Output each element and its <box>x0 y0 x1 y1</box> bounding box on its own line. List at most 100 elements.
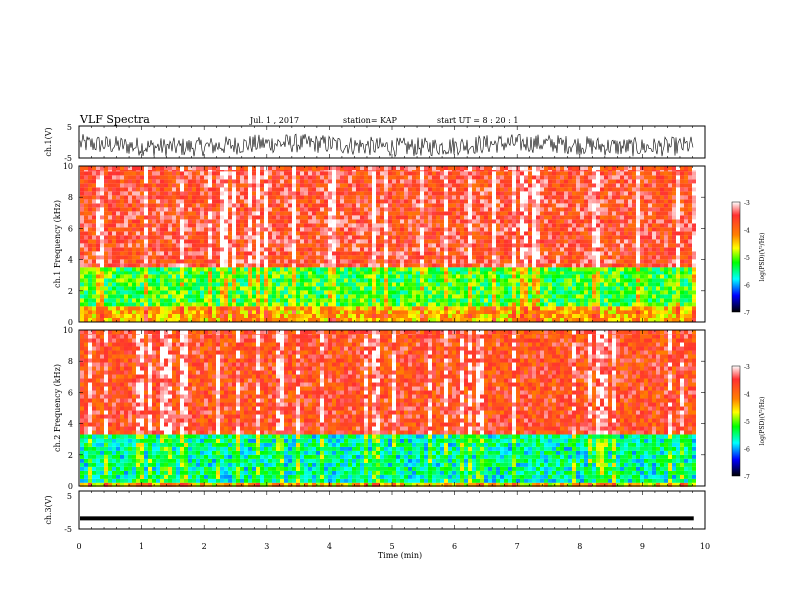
spectrogram-cell <box>560 274 564 279</box>
spectrogram-cell <box>284 278 288 283</box>
spectrogram-cell <box>108 223 112 228</box>
spectrogram-cell <box>552 183 556 188</box>
spectrogram-cell <box>384 179 388 184</box>
spectrogram-cell <box>184 203 188 208</box>
spectrogram-cell <box>396 278 400 283</box>
spectrogram-cell <box>208 199 212 204</box>
spectrogram-cell <box>92 247 96 252</box>
spectrogram-cell <box>180 263 184 268</box>
spectrogram-cell <box>236 318 240 322</box>
spectrogram-cell <box>208 211 212 216</box>
spectrogram-cell <box>244 239 248 244</box>
spectrogram-cell <box>292 278 296 283</box>
spectrogram-cell <box>168 199 172 204</box>
spectrogram-cell <box>436 183 440 188</box>
spectrogram-cell <box>400 259 404 264</box>
spectrogram-cell <box>336 310 340 314</box>
spectrogram-cell <box>112 179 116 184</box>
spectrogram-cell <box>180 166 184 170</box>
spectrogram-cell <box>480 243 484 248</box>
spectrogram-cell <box>240 179 244 184</box>
spectrogram-cell <box>548 227 552 232</box>
spectrogram-cell <box>460 179 464 184</box>
spectrogram-cell <box>368 251 372 256</box>
spectrogram-cell <box>468 278 472 283</box>
spectrogram-cell <box>100 227 104 232</box>
spectrogram-cell <box>308 302 312 307</box>
spectrogram-cell <box>160 243 164 248</box>
spectrogram-cell <box>436 187 440 192</box>
spectrogram-cell <box>236 306 240 311</box>
spectrogram-cell <box>380 302 384 307</box>
spectrogram-cell <box>280 259 284 264</box>
spectrogram-cell <box>188 286 192 291</box>
spectrogram-cell <box>360 263 364 268</box>
spectrogram-cell <box>460 223 464 228</box>
spectrogram-cell <box>80 215 84 220</box>
spectrogram-cell <box>280 267 284 272</box>
spectrogram-cell <box>108 298 112 303</box>
spectrogram-cell <box>420 243 424 248</box>
spectrogram-cell <box>228 179 232 184</box>
spectrogram-cell <box>376 227 380 232</box>
spectrogram-cell <box>180 282 184 287</box>
spectrogram-cell <box>404 306 408 311</box>
spectrogram-cell <box>228 239 232 244</box>
spectrogram-cell <box>352 290 356 295</box>
spectrogram-cell <box>192 223 196 228</box>
spectrogram-cell <box>264 219 268 224</box>
spectrogram-cell <box>448 207 452 212</box>
spectrogram-cell <box>108 278 112 283</box>
spectrogram-cell <box>444 278 448 283</box>
spectrogram-cell <box>188 247 192 252</box>
spectrogram-cell <box>272 235 276 240</box>
spectrogram-cell <box>480 175 484 180</box>
spectrogram-cell <box>216 227 220 232</box>
spectrogram-cell <box>280 302 284 307</box>
spectrogram-cell <box>376 251 380 256</box>
spectrogram-cell <box>300 191 304 196</box>
spectrogram-cell <box>316 183 320 188</box>
spectrogram-cell <box>252 195 256 200</box>
spectrogram-cell <box>120 175 124 180</box>
spectrogram-cell <box>560 179 564 184</box>
spectrogram-cell <box>128 286 132 291</box>
spectrogram-cell <box>420 203 424 208</box>
spectrogram-cell <box>460 294 464 299</box>
spectrogram-cell <box>456 278 460 283</box>
spectrogram-cell <box>412 227 416 232</box>
spectrogram-cell <box>480 263 484 268</box>
spectrogram-cell <box>424 243 428 248</box>
spectrogram-cell <box>384 219 388 224</box>
spectrogram-cell <box>272 215 276 220</box>
spectrogram-cell <box>116 179 120 184</box>
spectrogram-cell <box>364 314 368 318</box>
spectrogram-cell <box>248 211 252 216</box>
spectrogram-cell <box>200 166 204 170</box>
spectrogram-cell <box>200 243 204 248</box>
spectrogram-cell <box>320 199 324 204</box>
spectrogram-cell <box>524 219 528 224</box>
spectrogram-cell <box>228 191 232 196</box>
spectrogram-cell <box>112 203 116 208</box>
spectrogram-cell <box>336 199 340 204</box>
spectrogram-cell <box>412 191 416 196</box>
spectrogram-cell <box>384 294 388 299</box>
spectrogram-cell <box>104 227 108 232</box>
spectrogram-cell <box>228 263 232 268</box>
spectrogram-cell <box>440 278 444 283</box>
spectrogram-cell <box>316 223 320 228</box>
spectrogram-cell <box>176 187 180 192</box>
spectrogram-cell <box>388 263 392 268</box>
spectrogram-cell <box>520 223 524 228</box>
spectrogram-cell <box>280 298 284 303</box>
spectrogram-cell <box>92 191 96 196</box>
spectrogram-cell <box>492 282 496 287</box>
spectrogram-cell <box>480 166 484 170</box>
spectrogram-cell <box>480 310 484 314</box>
spectrogram-cell <box>440 219 444 224</box>
spectrogram-cell <box>104 314 108 318</box>
spectrogram-cell <box>480 215 484 220</box>
spectrogram-cell <box>164 286 168 291</box>
spectrogram-cell <box>404 215 408 220</box>
